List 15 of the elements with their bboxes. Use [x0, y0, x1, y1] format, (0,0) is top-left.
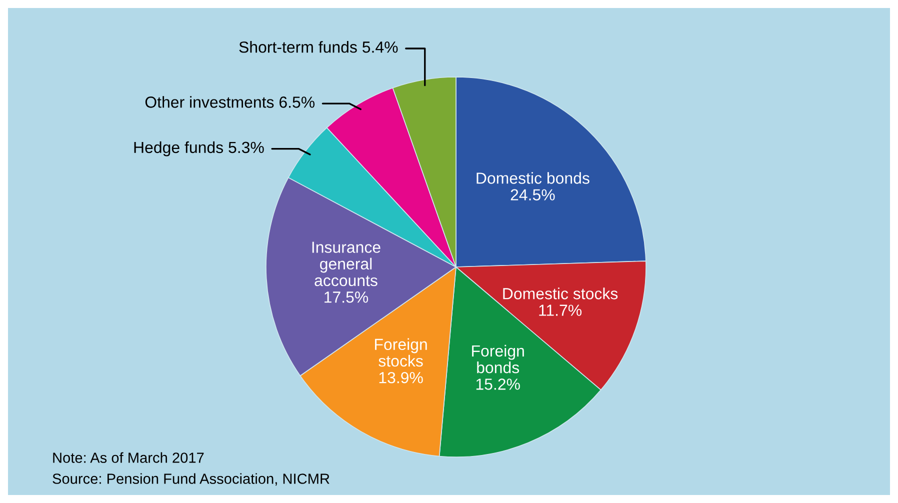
data-label: 13.9%: [379, 372, 423, 384]
slice-label: Foreign bonds: [472, 344, 524, 374]
slice-label: Short-term funds 5.4%: [239, 41, 398, 53]
data-label: 15.2%: [476, 378, 520, 390]
data-label: 24.5%: [510, 189, 555, 200]
slice-label: Foreign stocks: [375, 338, 427, 367]
data-label: 11.7%: [539, 304, 582, 316]
data-label: 17.5%: [324, 292, 368, 303]
text: Note: As of March 2017: [53, 452, 204, 463]
source-note: Source: Pension Fund Association, NICMR: [52, 473, 330, 486]
slice-label: Insurance general accounts: [312, 242, 380, 286]
slice-label: Hedge funds 5.3%: [134, 141, 264, 156]
slice-label: Domestic stocks: [503, 288, 618, 300]
slice-label: Other investments 6.5%: [145, 96, 315, 108]
slice-label: Domestic bonds: [476, 172, 590, 184]
